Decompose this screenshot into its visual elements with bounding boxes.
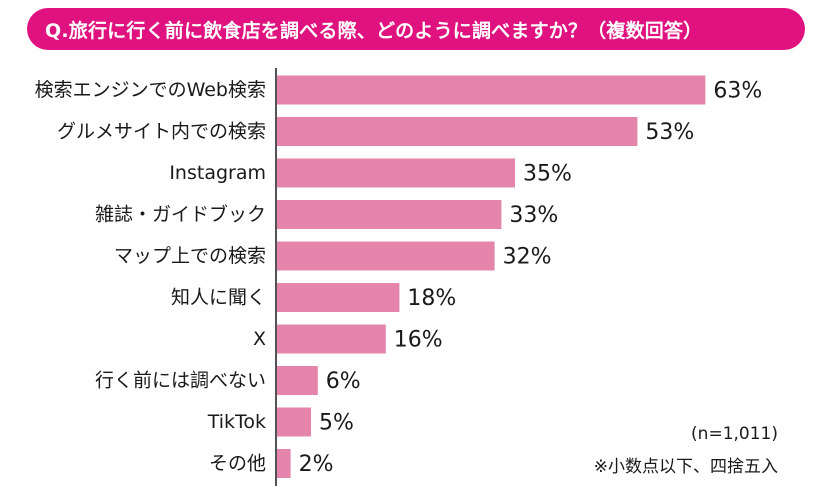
category-label-1: グルメサイト内での検索 <box>57 121 266 143</box>
category-label-6: X <box>253 328 266 350</box>
value-label-3: 33% <box>509 203 558 228</box>
bars-group: 検索エンジンでのWeb検索 63% グルメサイト内での検索 53% Instagram 3… <box>35 75 762 478</box>
value-label-4: 32% <box>503 245 552 270</box>
category-label-5: 知人に聞く <box>171 287 266 309</box>
bar-9 <box>277 449 291 478</box>
bar-7 <box>277 366 318 395</box>
bar-6 <box>277 324 386 354</box>
bar-0 <box>277 75 706 105</box>
value-label-9: 2% <box>299 452 334 477</box>
value-label-5: 18% <box>407 286 456 311</box>
category-label-4: マップ上での検索 <box>114 245 266 267</box>
category-label-7: 行く前には調べない <box>95 370 266 392</box>
value-label-6: 16% <box>394 328 443 353</box>
category-label-0: 検索エンジンでのWeb検索 <box>35 79 266 101</box>
value-label-0: 63% <box>713 79 762 104</box>
bar-5 <box>277 283 400 312</box>
value-label-7: 6% <box>326 369 361 394</box>
chart-title-banner: Q.旅行に行く前に飲食店を調べる際、どのように調べますか？（複数回答） <box>27 8 805 50</box>
value-label-2: 35% <box>523 162 572 187</box>
chart-title: Q.旅行に行く前に飲食店を調べる際、どのように調べますか？（複数回答） <box>45 19 703 42</box>
bar-1 <box>277 117 638 146</box>
bar-8 <box>277 407 311 437</box>
bar-4 <box>277 241 495 271</box>
rounding-note: ※小数点以下、四捨五入 <box>593 457 778 477</box>
value-label-8: 5% <box>319 411 354 436</box>
bar-2 <box>277 158 515 188</box>
category-label-9: その他 <box>209 453 266 475</box>
category-label-3: 雑誌・ガイドブック <box>95 203 266 226</box>
category-label-8: TikTok <box>207 411 266 433</box>
sample-size-note: (n=1,011) <box>691 424 778 444</box>
value-label-1: 53% <box>645 120 694 145</box>
bar-3 <box>277 200 502 229</box>
category-label-2: Instagram <box>169 162 266 184</box>
